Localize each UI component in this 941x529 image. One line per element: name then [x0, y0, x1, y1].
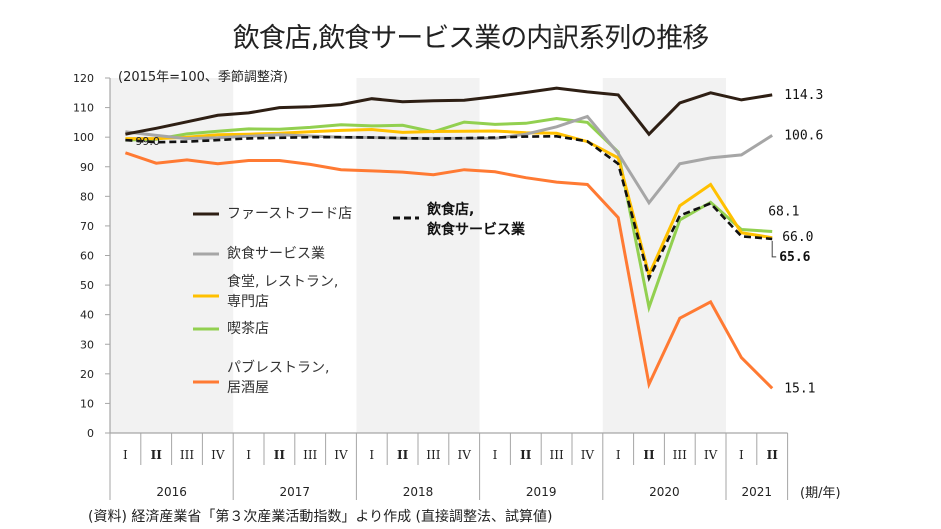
quarter-label: II	[520, 448, 532, 462]
quarter-label: II	[767, 448, 779, 462]
year-band-2020	[602, 78, 726, 433]
y-tick-label: 120	[73, 72, 94, 85]
y-tick-label: 70	[80, 220, 94, 233]
year-label: 2021	[742, 485, 773, 499]
y-tick-label: 30	[80, 338, 94, 351]
quarter-label: I	[493, 448, 498, 462]
quarter-label: IV	[704, 448, 718, 462]
y-axis-ticks: 0 10 20 30 40 50 60 70 80 90 100 110 120	[73, 72, 110, 440]
year-label: 2016	[156, 485, 187, 499]
end-label-fastfood: 114.3	[784, 88, 823, 103]
y-tick-label: 100	[73, 131, 94, 144]
end-label-pub: 15.1	[784, 381, 815, 396]
quarter-label: IV	[457, 448, 471, 462]
quarter-label: III	[673, 448, 687, 462]
quarter-label: I	[369, 448, 374, 462]
legend-label-pub: 居酒屋	[227, 380, 269, 396]
y-tick-label: 90	[80, 161, 94, 174]
end-label-restaurant: 66.0	[782, 230, 813, 245]
quarter-label: III	[549, 448, 563, 462]
y-tick-label: 20	[80, 368, 94, 381]
end-label-total: 65.6	[779, 250, 810, 265]
chart-subtitle: (2015年=100、季節調整済)	[118, 69, 288, 85]
series-line-restaurant	[125, 127, 773, 280]
y-tick-label: 10	[80, 397, 94, 410]
y-tick-label: 0	[87, 427, 94, 440]
legend-label-total: 飲食店,	[426, 201, 474, 218]
end-label-service: 100.6	[784, 128, 823, 143]
legend-label-restaurant: 専門店	[227, 294, 269, 310]
quarter-label: I	[739, 448, 744, 462]
quarter-label: IV	[211, 448, 225, 462]
year-label: 2020	[649, 485, 680, 499]
x-axis-label: (期/年)	[800, 486, 841, 501]
series-line-fastfood	[125, 86, 773, 137]
legend-label-pub: パブレストラン,	[227, 359, 329, 376]
quarter-label: IV	[334, 448, 348, 462]
quarter-label: I	[616, 448, 621, 462]
chart-title: 飲食店,飲食サービス業の内訳系列の推移	[232, 23, 710, 54]
x-axis-categories: I II III IV I II III IV I II III IV I II III IV I II III IV…	[109, 433, 789, 500]
total-label-leader	[771, 240, 777, 258]
year-label: 2018	[403, 485, 434, 499]
quarter-label: III	[303, 448, 317, 462]
series-line-total	[125, 134, 773, 282]
quarter-label: I	[123, 448, 128, 462]
quarter-label: II	[643, 448, 655, 462]
quarter-label: I	[246, 448, 251, 462]
y-tick-label: 40	[80, 309, 94, 322]
legend-label-service: 飲食サービス業	[227, 245, 325, 262]
year-label: 2019	[526, 485, 557, 499]
source-note: (資料) 経済産業省「第３次産業活動指数」より作成 (直接調整法、試算値)	[88, 509, 553, 525]
quarter-label: III	[426, 448, 440, 462]
legend-label-cafe: 喫茶店	[227, 321, 269, 337]
quarter-label: II	[274, 448, 286, 462]
quarter-label: III	[180, 448, 194, 462]
series-line-cafe	[125, 116, 773, 313]
end-label-cafe: 68.1	[768, 205, 799, 220]
series-lines	[124, 86, 774, 390]
start-label-total: 99.0	[135, 135, 160, 148]
y-tick-label: 50	[80, 279, 94, 292]
legend-label-restaurant: 食堂, レストラン,	[227, 273, 338, 290]
quarter-label: IV	[581, 448, 595, 462]
legend-label-total: 飲食サービス業	[426, 221, 526, 238]
data-labels: 114.3 100.6 66.0 68.1 15.1 65.6 99.0	[135, 88, 823, 396]
quarter-label: II	[151, 448, 163, 462]
series-line-pub	[124, 151, 774, 390]
legend-label-fastfood: ファーストフード店	[227, 206, 352, 222]
year-label: 2017	[280, 485, 311, 499]
quarter-label: II	[397, 448, 409, 462]
y-tick-label: 110	[73, 102, 94, 115]
y-tick-label: 80	[80, 190, 94, 203]
y-tick-label: 60	[80, 250, 94, 263]
